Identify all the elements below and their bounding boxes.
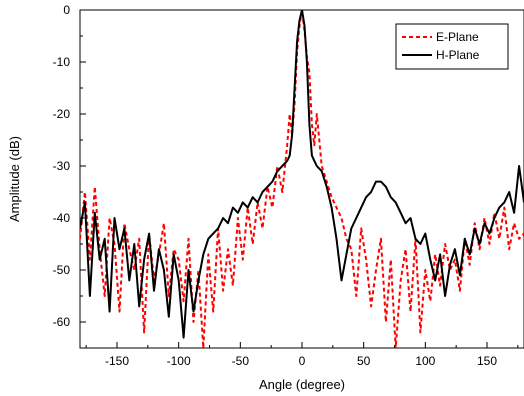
y-tick-label: -40 xyxy=(53,211,71,225)
x-axis-title: Angle (degree) xyxy=(259,377,345,392)
series-line-h-plane xyxy=(80,10,524,339)
legend-box xyxy=(395,23,509,70)
y-tick-label: -60 xyxy=(53,315,71,329)
y-tick-label: 0 xyxy=(63,3,70,17)
legend-label-e-plane: E-Plane xyxy=(436,30,479,44)
y-axis-title: Amplitude (dB) xyxy=(7,136,22,222)
y-tick-label: -10 xyxy=(53,55,71,69)
legend: E-Plane H-Plane xyxy=(395,23,509,70)
legend-label-h-plane: H-Plane xyxy=(436,48,480,62)
x-tick-label: 50 xyxy=(357,354,371,368)
x-tick-label: -150 xyxy=(105,354,129,368)
x-tick-label: 100 xyxy=(415,354,435,368)
x-tick-label: -100 xyxy=(167,354,191,368)
x-tick-label: 0 xyxy=(299,354,306,368)
series-layer xyxy=(80,10,524,348)
y-tick-label: -30 xyxy=(53,159,71,173)
y-tick-label: -50 xyxy=(53,263,71,277)
y-tick-label: -20 xyxy=(53,107,71,121)
x-axis: -150 -100 -50 0 50 100 150 xyxy=(85,342,519,368)
x-tick-label: -50 xyxy=(232,354,250,368)
x-tick-label: 150 xyxy=(477,354,497,368)
